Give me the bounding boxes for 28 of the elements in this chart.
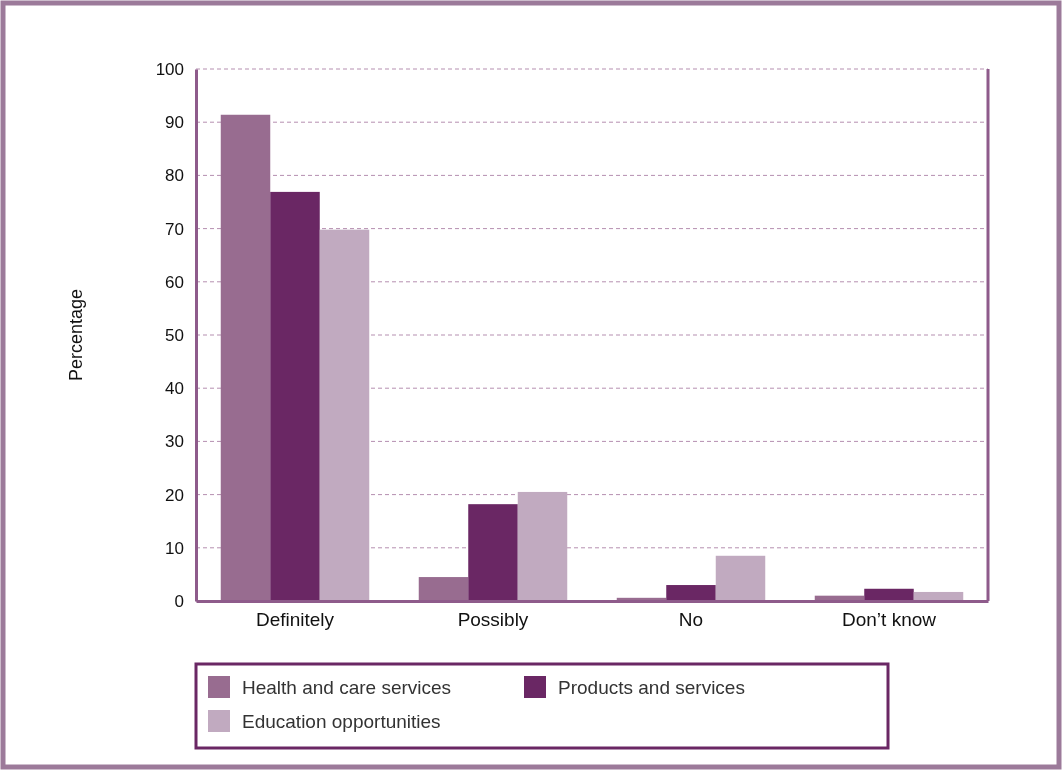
y-tick-label: 60 [165, 272, 184, 292]
legend-label: Products and services [558, 677, 745, 698]
legend-label: Education opportunities [242, 711, 441, 732]
y-tick-label: 100 [155, 59, 184, 79]
bar [666, 585, 716, 601]
y-axis-title: Percentage [66, 288, 86, 382]
x-tick-label: Don’t know [842, 609, 937, 631]
y-tick-label: 0 [174, 591, 184, 611]
bar [517, 491, 568, 601]
x-tick-label: Possibly [457, 609, 529, 631]
y-tick-label: 70 [165, 219, 184, 239]
y-tick-label: 80 [165, 166, 184, 186]
bar [418, 577, 469, 601]
y-tick-label: 90 [165, 113, 184, 133]
x-tick-label: No [678, 609, 704, 631]
legend-label: Health and care services [242, 677, 452, 698]
bar [715, 555, 766, 601]
bar [468, 504, 518, 601]
y-tick-label: 40 [165, 379, 184, 399]
bar [270, 191, 320, 601]
x-tick-label: Definitely [255, 609, 335, 631]
y-tick-label: 10 [165, 538, 184, 558]
y-tick-label: 50 [165, 325, 184, 345]
bar [864, 588, 914, 601]
bar [220, 114, 271, 601]
y-tick-label: 20 [165, 485, 184, 505]
y-tick-label: 30 [165, 432, 184, 452]
bar [319, 229, 370, 601]
